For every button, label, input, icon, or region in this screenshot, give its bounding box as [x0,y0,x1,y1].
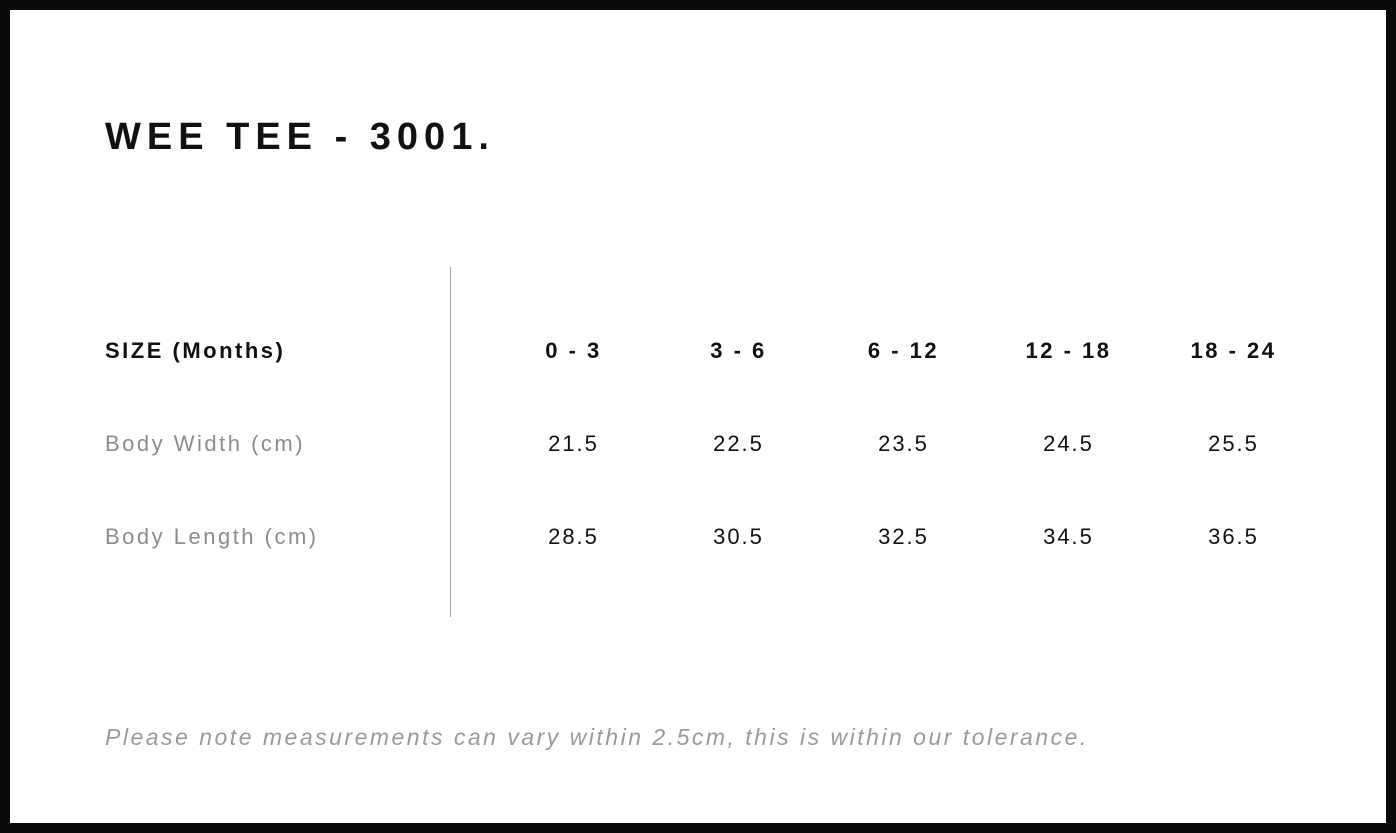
body-width-value: 21.5 [548,430,599,456]
body-length-value: 30.5 [713,523,764,549]
body-length-value: 34.5 [1043,523,1094,549]
body-width-value: 25.5 [1208,430,1259,456]
row-label-body-length: Body Length (cm) [105,523,319,549]
column-header-0-3: 0 - 3 [545,337,602,363]
column-header-6-12: 6 - 12 [867,337,940,363]
table-header-row: SIZE (Months) 0 - 3 3 - 6 6 - 12 12 - 18… [105,304,1316,397]
body-width-value: 24.5 [1043,430,1094,456]
page-title: WEE TEE - 3001. [105,116,495,158]
column-header-12-18: 12 - 18 [1025,337,1112,363]
body-length-value: 32.5 [878,523,929,549]
body-width-value: 23.5 [878,430,929,456]
column-header-3-6: 3 - 6 [710,337,767,363]
table-row-body-width: Body Width (cm) 21.5 22.5 23.5 24.5 25.5 [105,397,1316,490]
body-length-value: 28.5 [548,523,599,549]
size-months-header: SIZE (Months) [105,337,286,363]
column-divider-line [450,267,451,617]
column-header-18-24: 18 - 24 [1190,337,1277,363]
row-label-body-width: Body Width (cm) [105,430,306,456]
size-table: SIZE (Months) 0 - 3 3 - 6 6 - 12 12 - 18… [105,267,1316,617]
body-length-value: 36.5 [1208,523,1259,549]
table-row-body-length: Body Length (cm) 28.5 30.5 32.5 34.5 36.… [105,490,1316,583]
tolerance-note: Please note measurements can vary within… [105,724,1089,750]
body-width-value: 22.5 [713,430,764,456]
